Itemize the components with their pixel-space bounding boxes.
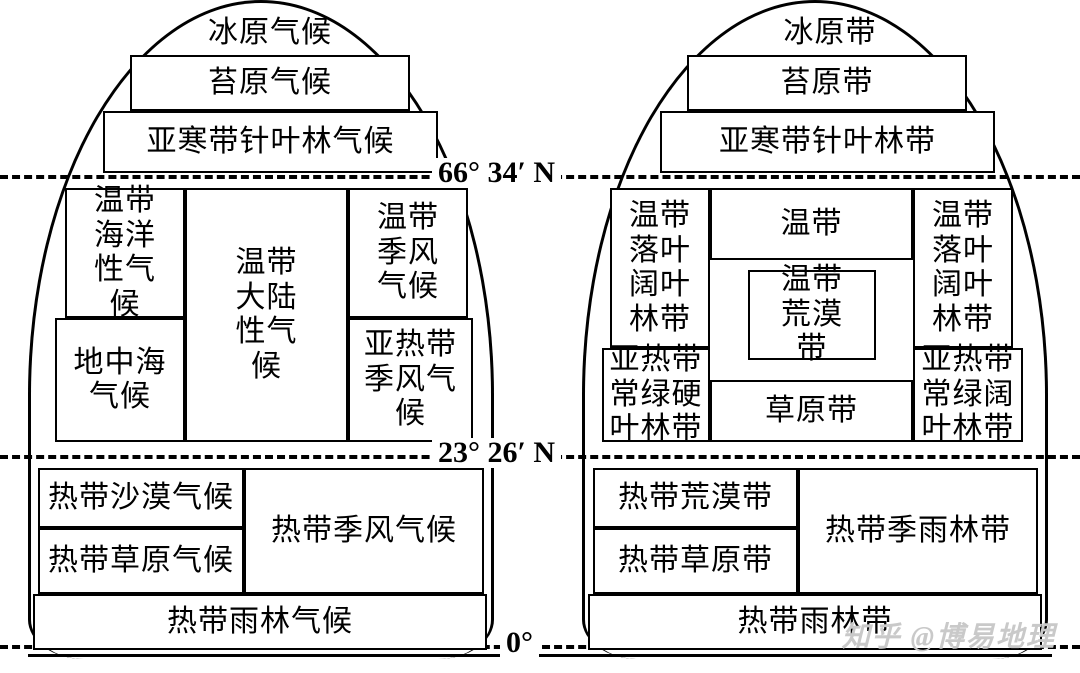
left-subtrop-monsoon: 亚热带季风气候 <box>348 318 473 442</box>
left-continental: 温带大陆性气候 <box>185 188 348 442</box>
left-trop-desert: 热带沙漠气候 <box>38 468 244 528</box>
left-taiga: 亚寒带针叶林气候 <box>103 111 438 173</box>
left-trop-rain: 热带雨林气候 <box>33 594 487 650</box>
right-temp-decid-right: 温带落叶阔叶林带 <box>913 188 1013 348</box>
left-trop-savanna: 热带草原气候 <box>38 528 244 594</box>
right-temp-desert: 温带荒漠带 <box>748 270 876 360</box>
right-temp-decid-left: 温带落叶阔叶林带 <box>610 188 710 348</box>
left-mediterranean: 地中海气候 <box>55 318 185 442</box>
right-temp-grass: 草原带 <box>710 380 913 442</box>
right-tundra: 苔原带 <box>687 55 967 111</box>
right-trop-savanna: 热带草原带 <box>593 528 798 594</box>
watermark: 知乎 @博易地理 <box>842 615 1056 655</box>
left-temp-monsoon: 温带季风气候 <box>348 188 468 318</box>
right-trop-mons-rain: 热带季雨林带 <box>798 468 1038 594</box>
lat-label-arctic: 66° 34′ N <box>432 158 561 188</box>
right-taiga: 亚寒带针叶林带 <box>660 111 995 173</box>
diagram-stage: 冰原气候 苔原气候 亚寒带针叶林气候 温带海洋性气候 地中海气候 温带大陆性气候… <box>0 0 1080 673</box>
right-temp-zone: 温带 <box>710 188 913 260</box>
left-oceanic: 温带海洋性气候 <box>65 188 185 318</box>
right-trop-desert: 热带荒漠带 <box>593 468 798 528</box>
right-subtrop-scler: 亚热带常绿硬叶林带 <box>602 348 710 442</box>
left-tundra: 苔原气候 <box>130 55 410 111</box>
left-ice-cap: 冰原气候 <box>170 12 370 55</box>
right-subtrop-everg: 亚热带常绿阔叶林带 <box>913 348 1023 442</box>
left-trop-monsoon: 热带季风气候 <box>244 468 484 594</box>
right-ice-cap: 冰原带 <box>740 12 920 55</box>
lat-label-equator: 0° <box>500 628 539 658</box>
lat-label-tropic: 23° 26′ N <box>432 438 561 468</box>
